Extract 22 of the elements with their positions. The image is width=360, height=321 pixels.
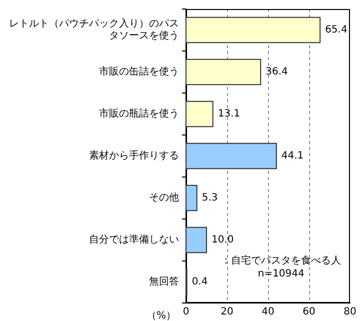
data-label: 5.3 bbox=[202, 192, 218, 204]
annotation: ：自宅でパスタを食べる人 bbox=[221, 254, 342, 267]
data-label: 36.4 bbox=[266, 66, 288, 78]
y-tick-label: その他 bbox=[149, 192, 179, 204]
y-tick-label: 自分では準備しない bbox=[89, 234, 179, 246]
y-tick-label: 無回答 bbox=[149, 276, 179, 288]
x-tick-label: 40 bbox=[262, 306, 274, 318]
annotation: n=10944 bbox=[258, 268, 304, 280]
y-tick-label: 市販の缶詰を使う bbox=[99, 66, 179, 78]
y-tick-label: 素材から手作りする bbox=[89, 150, 179, 162]
x-tick-label: 60 bbox=[302, 306, 316, 318]
x-tick-label: 20 bbox=[220, 306, 234, 318]
data-label: 10.0 bbox=[212, 234, 234, 246]
data-label: 65.4 bbox=[325, 24, 348, 36]
x-axis-title: （%） bbox=[146, 310, 176, 321]
data-label: 44.1 bbox=[281, 150, 304, 162]
x-tick-label: 0 bbox=[182, 306, 190, 318]
data-label: 13.1 bbox=[218, 108, 240, 120]
y-tick-label: 市販の瓶詰を使う bbox=[99, 108, 179, 120]
y-tick-label: レトルト（パウチパック入り）のパスタソースを使う bbox=[9, 18, 179, 42]
x-tick-label: 80 bbox=[344, 306, 356, 318]
data-label: 0.4 bbox=[192, 276, 208, 288]
